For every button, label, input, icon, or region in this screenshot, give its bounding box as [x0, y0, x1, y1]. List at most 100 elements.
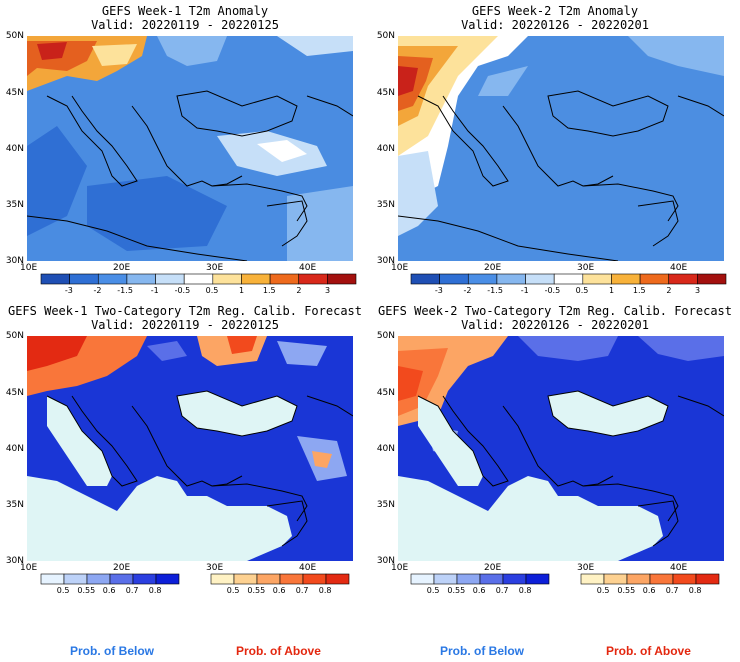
colorbar-tick-label: 0.7	[125, 586, 139, 595]
colorbar-swatch	[126, 273, 156, 285]
colorbar-swatch	[672, 573, 697, 585]
colorbar-svg	[40, 573, 180, 585]
colorbar-tick-label: 3	[324, 286, 331, 295]
colorbar-tick-label: 0.6	[102, 586, 116, 595]
panel-week2-probability: GEFS Week-2 Two-Category T2m Reg. Calib.…	[370, 300, 740, 600]
colorbar-swatch	[69, 273, 99, 285]
lon-label: 30E	[577, 263, 595, 273]
prob-above-label-week1: Prob. of Above	[236, 644, 321, 658]
colorbar-tick-label: 0.8	[318, 586, 332, 595]
lon-label: 30E	[577, 563, 595, 573]
colorbar-tick-label: 3	[694, 286, 701, 295]
colorbar-tick-label: 0.8	[148, 586, 162, 595]
colorbar-swatch	[668, 273, 698, 285]
panel-valid-dates: Valid: 20220126 - 20220201	[461, 318, 649, 332]
colorbar-swatch	[155, 573, 180, 585]
lon-label: 20E	[484, 263, 502, 273]
lon-label: 10E	[20, 263, 38, 273]
colorbar-swatch	[626, 573, 651, 585]
lat-label: 50N	[5, 31, 24, 41]
panel-week2-anomaly: GEFS Week-2 T2m Anomaly Valid: 20220126 …	[370, 0, 740, 300]
panel-title: GEFS Week-2 T2m Anomaly	[471, 4, 639, 18]
colorbar-tick-label: -0.5	[544, 286, 561, 295]
lon-label: 10E	[20, 563, 38, 573]
anomaly-colorbar-week1: -3 -2 -1.5 -1 -0.5 0.5 1 1.5 2 3	[40, 273, 357, 295]
colorbar-tick-label: 0.55	[447, 586, 466, 595]
colorbar-swatch	[63, 573, 88, 585]
lon-label: 40E	[299, 263, 317, 273]
lat-label: 30N	[376, 256, 395, 266]
colorbar-tick-label: 0.7	[295, 586, 309, 595]
lat-label: 50N	[376, 331, 395, 341]
colorbar-tick-label: -1.5	[487, 286, 503, 295]
lat-label: 45N	[376, 388, 395, 398]
lat-label: 30N	[5, 256, 24, 266]
colorbar-tick-label: 1.5	[632, 286, 646, 295]
above-colorbar-week2: 0.5 0.55 0.6 0.7 0.8	[580, 573, 720, 595]
colorbar-tick-label: 1	[239, 286, 245, 295]
colorbar-tick-label: -2	[463, 286, 472, 295]
colorbar-swatch	[439, 273, 469, 285]
lon-label: 30E	[206, 263, 224, 273]
colorbar-tick-label: 0.55	[77, 586, 96, 595]
lon-label: 20E	[113, 563, 131, 573]
colorbar-swatch	[639, 273, 670, 285]
colorbar-tick-label: -3	[434, 286, 443, 295]
colorbar-tick-label: 0.7	[665, 586, 679, 595]
lat-label: 45N	[5, 388, 24, 398]
colorbar-swatch	[496, 273, 526, 285]
lat-label: 40N	[5, 144, 24, 154]
colorbar-swatch	[40, 273, 70, 285]
colorbar-swatch	[233, 573, 258, 585]
colorbar-svg	[40, 273, 357, 285]
colorbar-tick-label: 2	[666, 286, 672, 295]
lat-label: 40N	[5, 444, 24, 454]
colorbar-swatch	[132, 573, 157, 585]
colorbar-swatch	[256, 573, 281, 585]
colorbar-swatch	[697, 273, 727, 285]
colorbar-tick-label: 0.8	[518, 586, 532, 595]
lat-label: 45N	[376, 88, 395, 98]
colorbar-swatch	[86, 573, 111, 585]
colorbar-swatch	[410, 573, 435, 585]
colorbar-swatch	[603, 573, 628, 585]
colorbar-swatch	[649, 573, 674, 585]
colorbar-tick-label: 1	[609, 286, 615, 295]
lon-label: 20E	[484, 563, 502, 573]
lon-label: 30E	[206, 563, 224, 573]
colorbar-tick-label: -2	[93, 286, 102, 295]
colorbar-tick-label: -0.5	[174, 286, 191, 295]
colorbar-swatch	[40, 573, 65, 585]
colorbar-swatch	[525, 273, 555, 285]
colorbar-swatch	[212, 273, 242, 285]
lon-label: 10E	[391, 563, 409, 573]
colorbar-svg	[210, 573, 350, 585]
lat-label: 40N	[376, 144, 395, 154]
colorbar-svg	[580, 573, 720, 585]
colorbar-swatch	[302, 573, 327, 585]
map-week2-probability	[398, 336, 724, 561]
colorbar-tick-label: 0.55	[247, 586, 266, 595]
colorbar-tick-label: 0.6	[472, 586, 486, 595]
colorbar-tick-label: 0.5	[596, 586, 610, 595]
colorbar-swatch	[210, 573, 235, 585]
colorbar-swatch	[325, 573, 350, 585]
lon-label: 20E	[113, 263, 131, 273]
panel-valid-dates: Valid: 20220126 - 20220201	[461, 18, 649, 32]
below-colorbar-week1: 0.5 0.55 0.6 0.7 0.8	[40, 573, 180, 595]
colorbar-tick-label: 0.7	[495, 586, 509, 595]
colorbar-tick-label: 1.5	[262, 286, 276, 295]
colorbar-swatch	[298, 273, 328, 285]
lat-label: 50N	[376, 31, 395, 41]
colorbar-tick-label: -1.5	[117, 286, 133, 295]
lat-label: 45N	[5, 88, 24, 98]
lat-label: 40N	[376, 444, 395, 454]
colorbar-swatch	[410, 273, 440, 285]
colorbar-swatch	[525, 573, 550, 585]
colorbar-tick-label: 2	[296, 286, 302, 295]
colorbar-tick-label: -3	[64, 286, 73, 295]
lat-label: 35N	[376, 200, 395, 210]
prob-below-label-week2: Prob. of Below	[440, 644, 524, 658]
colorbar-tick-label: 0.8	[688, 586, 702, 595]
colorbar-tick-label: 0.6	[642, 586, 656, 595]
